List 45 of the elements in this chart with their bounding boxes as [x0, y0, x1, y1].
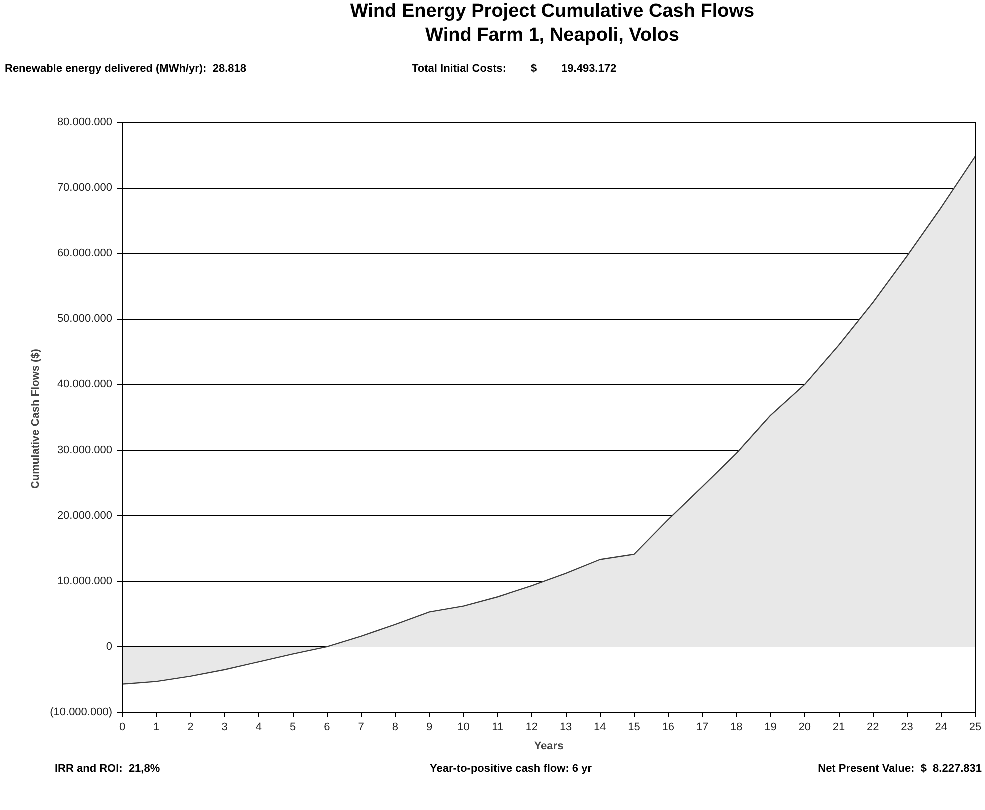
x-tick-label: 20 — [798, 722, 812, 734]
x-tick-label: 2 — [188, 722, 194, 734]
y-tick-label: 10.000.000 — [57, 575, 113, 588]
x-tick-label: 22 — [867, 722, 880, 734]
chart-title: Wind Energy Project Cumulative Cash Flows — [350, 1, 755, 22]
x-tick-label: 14 — [594, 722, 606, 734]
x-tick-label: 0 — [119, 722, 126, 734]
x-tick-label: 10 — [458, 722, 470, 734]
text: IRR and ROI: 21,8% — [55, 762, 162, 777]
x-tick-label: 25 — [969, 722, 982, 734]
x-tick-label: 13 — [560, 722, 572, 734]
text: Year-to-positive cash flow: 6 yr — [430, 762, 593, 777]
x-tick-label: 15 — [628, 722, 640, 734]
y-tick-label: 70.000.000 — [57, 182, 113, 194]
x-tick-label: 7 — [358, 722, 364, 734]
y-tick-label: 0 — [106, 640, 113, 653]
y-tick-label: 60.000.000 — [57, 248, 113, 260]
y-tick-label: 30.000.000 — [57, 444, 113, 456]
y-tick-label: 20.000.000 — [57, 510, 113, 522]
y-tick-label: 40.000.000 — [57, 378, 113, 391]
x-tick-label: 9 — [426, 722, 433, 734]
x-tick-label: 3 — [222, 722, 228, 734]
x-tick-label: 5 — [290, 722, 296, 734]
y-axis-title: Cumulative Cash Flows ($) — [30, 348, 42, 490]
text: Net Present Value: $ 8.227.831 — [817, 762, 982, 777]
x-tick-label: 1 — [154, 722, 160, 734]
x-tick-label: 23 — [901, 722, 914, 734]
y-tick-label: 50.000.000 — [57, 313, 113, 326]
x-tick-label: 21 — [832, 722, 846, 734]
x-tick-label: 16 — [662, 722, 675, 734]
x-tick-label: 4 — [256, 722, 262, 734]
x-tick-label: 24 — [935, 722, 948, 734]
x-tick-label: 11 — [492, 722, 504, 734]
text: Total Initial Costs: $ 19.493.172 — [412, 62, 618, 77]
x-tick-label: 12 — [526, 722, 538, 734]
text: Renewable energy delivered (MWh/yr): 28.818 — [5, 62, 248, 77]
x-axis-title: Years — [534, 740, 564, 752]
x-tick-label: 18 — [730, 722, 743, 734]
x-tick-label: 6 — [324, 722, 330, 734]
x-tick-label: 19 — [764, 722, 777, 734]
y-tick-label: 80.000.000 — [57, 116, 113, 128]
x-tick-label: 17 — [696, 722, 709, 734]
chart-subtitle: Wind Farm 1, Neapoli, Volos — [426, 25, 680, 46]
y-tick-label: (10.000.000) — [50, 706, 113, 718]
x-tick-label: 8 — [392, 722, 399, 734]
